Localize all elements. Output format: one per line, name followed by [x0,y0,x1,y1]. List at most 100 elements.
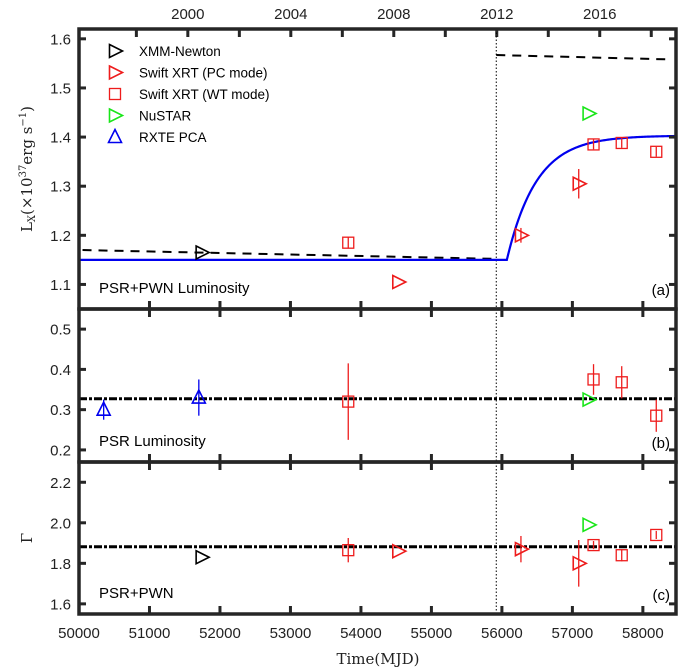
y-tick-label: 1.4 [50,130,71,147]
panel-b-plot-area [79,309,676,462]
top-year-label: 2004 [274,6,307,23]
panel-frame [77,460,678,616]
top-year-label: 2008 [377,6,410,23]
panel-annotation: PSR Luminosity [99,433,206,450]
y-axis-title: LX(×1037erg s−1) [18,106,38,232]
y-tick-label: 1.6 [50,31,71,48]
panel-label: (a) [652,282,670,299]
marker-rxte [191,388,207,404]
y-tick-label: 1.3 [50,179,71,196]
legend: XMM-Newton Swift XRT (PC mode) Swift XRT (… [107,43,270,145]
y-tick-label: 1.2 [50,228,71,245]
marker-wt [615,136,628,150]
marker-xmm [195,549,211,566]
legend-entry-xmm: XMM-Newton [108,43,221,59]
panel-label: (b) [652,435,670,452]
x-tick-label: 53000 [270,625,312,642]
x-tick-label: 57000 [552,625,594,642]
dashed-model-line-2 [496,54,672,61]
marker-wt [342,395,355,408]
marker-wt [587,373,600,386]
panel-a: 1.1 1.2 1.3 1.4 1.5 1.6 PSR+PWN Luminosity (a) L… [18,27,678,311]
top-axis: 2000 2004 2008 2012 2016 [134,6,653,37]
model-curve [79,134,676,261]
marker-pc [572,555,589,572]
data-point-wt [587,538,600,552]
data-point-wt [342,538,355,563]
marker-nustar [582,391,598,408]
y-axis-title-part: X [27,214,38,222]
data-point-nustar [582,391,598,408]
legend-entry-nustar: NuSTAR [108,107,192,124]
marker-wt [615,549,628,562]
data-point-nustar [582,105,598,122]
panel-annotation: PSR+PWN Luminosity [99,280,250,297]
y-tick-label: 1.5 [50,80,71,97]
data-point-pc [391,543,408,559]
marker-pc [514,541,531,557]
data-point-xmm [195,549,211,566]
marker-pc [514,227,531,244]
legend-marker-rxte [107,127,123,144]
data-point-wt [615,366,628,399]
top-year-label: 2012 [480,6,513,23]
y-tick-label: 1.8 [50,556,71,573]
panel-label: (c) [653,587,671,604]
y-axis-title-part: L [18,222,36,232]
marker-nustar [582,105,598,122]
x-tick-label: 52000 [199,625,241,642]
y-axis-title-part: (×10 [18,177,36,215]
marker-wt [650,528,663,542]
marker-pc [572,175,589,192]
x-tick-label: 54000 [340,625,382,642]
y-tick-label: 0.3 [50,402,71,419]
data-point-wt [650,145,663,158]
y-tick-label: 1.1 [50,277,71,294]
x-axis-title: Time(MJD) [336,650,419,668]
bottom-axis: 50000 51000 52000 53000 54000 55000 56000 57000… [58,625,664,642]
legend-marker-xmm [108,43,125,59]
data-point-wt [342,236,355,249]
x-tick-label: 51000 [129,625,171,642]
y-tick-label: 2.0 [50,515,71,532]
legend-label: Swift XRT (PC mode) [139,66,268,81]
y-tick-label: 2.2 [50,475,71,492]
top-year-label: 2016 [583,6,616,23]
marker-rxte [95,400,112,416]
marker-wt [587,138,600,151]
y-tick-label: 0.2 [50,442,71,459]
marker-wt [650,145,663,158]
legend-label: XMM-Newton [139,44,221,59]
data-point-wt [342,363,355,440]
panel-c: 1.6 1.8 2.0 2.2 PSR+PWN (c) Γ [18,460,678,616]
marker-xmm [195,244,211,261]
y-tick-label: 0.5 [50,322,71,339]
y-axis-title-part: 37 [18,165,29,178]
panel-c-plot-area [79,462,676,614]
data-point-pc [572,169,589,199]
y-tick-label: 1.6 [50,596,71,613]
y-axis-title-part: −1 [18,112,29,127]
legend-entry-pc: Swift XRT (PC mode) [108,64,268,81]
y-axis-title: Γ [18,533,36,543]
marker-pc [391,274,408,290]
legend-marker-nustar [108,107,125,124]
data-point-wt [587,138,600,151]
legend-marker-wt [108,87,122,101]
y-axis-title-part: ) [18,106,36,112]
data-point-nustar [582,517,598,533]
data-point-pc [514,227,531,244]
data-point-wt [650,399,663,432]
data-point-wt [650,528,663,542]
data-point-pc [391,274,408,290]
dashed-model-line-1 [82,249,497,260]
y-tick-label: 0.4 [50,362,71,379]
marker-wt [650,409,663,422]
y-axis-title-part: erg s [18,127,36,165]
data-point-wt [615,549,628,562]
marker-wt [615,376,628,389]
legend-label: Swift XRT (WT mode) [139,87,270,102]
data-point-wt [615,136,628,150]
data-point-pc [514,535,531,563]
